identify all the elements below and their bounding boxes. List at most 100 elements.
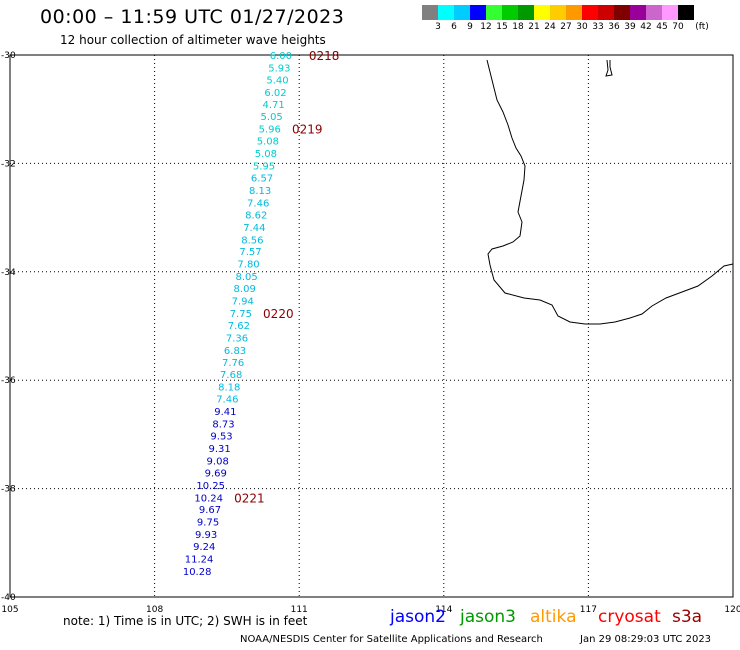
satellite-cryosat: cryosat <box>598 607 661 627</box>
legend-swatch <box>422 5 438 20</box>
legend-label: 45 <box>656 22 668 32</box>
wave-height-value: 9.41 <box>214 407 236 418</box>
legend-label: (ft) <box>695 22 709 32</box>
legend-label: 12 <box>480 22 492 32</box>
time-markers: 0218 0219 0220 0221 <box>234 49 339 505</box>
legend-label: 30 <box>576 22 588 32</box>
wave-height-value: 9.08 <box>207 456 229 467</box>
wave-height-value: 8.56 <box>241 235 263 246</box>
wave-height-value: 11.24 <box>185 555 214 566</box>
map-frame <box>9 54 734 598</box>
wave-height-value: 7.46 <box>247 198 269 209</box>
wave-height-value: 6.02 <box>264 88 286 99</box>
graticule <box>10 55 733 597</box>
inlet-path <box>605 59 613 77</box>
legend-swatch <box>534 5 550 20</box>
wave-height-value: 5.40 <box>266 75 288 86</box>
wave-height-value: 9.69 <box>205 468 227 479</box>
wave-height-value: 9.24 <box>193 542 215 553</box>
latitude-label: -36 <box>1 376 16 386</box>
color-scale-legend <box>422 5 694 20</box>
wave-height-value: 6.00 <box>270 51 292 62</box>
legend-swatch <box>518 5 534 20</box>
latitude-label: -34 <box>1 268 16 278</box>
wave-height-value: 10.28 <box>183 567 212 578</box>
longitude-label: 117 <box>580 605 597 615</box>
latitude-label: -32 <box>1 159 16 169</box>
wave-height-value: 7.46 <box>216 395 238 406</box>
wave-height-value: 8.62 <box>245 210 267 221</box>
time-marker: 0220 <box>263 307 294 321</box>
coastline-western-australia <box>486 59 734 325</box>
legend-swatch <box>438 5 454 20</box>
legend-label: 15 <box>496 22 508 32</box>
time-marker: 0218 <box>309 49 340 63</box>
legend-label: 39 <box>624 22 636 32</box>
time-marker: 0221 <box>234 491 265 505</box>
legend-swatch <box>454 5 470 20</box>
latitude-label: -38 <box>1 485 16 495</box>
legend-swatch <box>550 5 566 20</box>
wave-height-value: 7.80 <box>237 260 259 271</box>
wave-height-value: 5.96 <box>259 125 281 136</box>
wave-height-value: 7.76 <box>222 358 244 369</box>
legend-label: 27 <box>560 22 572 32</box>
longitude-label: 114 <box>435 605 452 615</box>
wave-height-value: 9.53 <box>210 431 232 442</box>
generation-timestamp: Jan 29 08:29:03 UTC 2023 <box>580 634 712 645</box>
wave-height-value: 9.93 <box>195 530 217 541</box>
wave-height-value: 4.71 <box>262 100 284 111</box>
legend-label: 21 <box>528 22 540 32</box>
wave-height-value: 7.57 <box>239 247 261 258</box>
legend-label: 18 <box>512 22 524 32</box>
latitude-labels: -30 -32 -34 -36 -38 -40 <box>1 51 16 603</box>
wave-height-value: 7.75 <box>230 309 252 320</box>
wave-height-value: 7.68 <box>220 370 242 381</box>
wave-height-value: 8.13 <box>249 186 271 197</box>
wave-height-observations: 6.005.935.406.024.715.055.965.085.085.95… <box>183 51 292 578</box>
longitude-label: 111 <box>291 605 308 615</box>
wave-height-value: 5.93 <box>268 63 290 74</box>
wave-height-value: 9.67 <box>199 505 221 516</box>
longitude-label: 105 <box>1 605 18 615</box>
satellite-jason2: jason2 <box>390 607 446 627</box>
legend-label: 6 <box>451 22 457 32</box>
credit-line: NOAA/NESDIS Center for Satellite Applica… <box>240 634 543 645</box>
map-title: 00:00 – 11:59 UTC 01/27/2023 <box>40 6 345 28</box>
wave-height-value: 9.31 <box>208 444 230 455</box>
legend-swatch <box>502 5 518 20</box>
wave-height-value: 8.05 <box>235 272 257 283</box>
legend-label: 9 <box>467 22 473 32</box>
satellite-s3a: s3a <box>672 607 703 627</box>
legend-swatch <box>662 5 678 20</box>
legend-swatch <box>646 5 662 20</box>
map-subtitle: 12 hour collection of altimeter wave hei… <box>60 33 326 47</box>
wave-height-value: 10.25 <box>196 481 225 492</box>
wave-height-value: 6.57 <box>251 173 273 184</box>
wave-height-value: 9.75 <box>197 518 219 529</box>
legend-swatch <box>470 5 486 20</box>
legend-swatch <box>614 5 630 20</box>
legend-label: 42 <box>640 22 652 32</box>
satellite-altika: altika <box>530 607 577 627</box>
legend-label: 24 <box>544 22 556 32</box>
legend-label: 33 <box>592 22 604 32</box>
longitude-label: 108 <box>146 605 163 615</box>
time-marker: 0219 <box>292 123 323 137</box>
wave-height-value: 5.95 <box>253 162 275 173</box>
latitude-label: -30 <box>1 51 16 61</box>
wave-height-value: 8.18 <box>218 383 240 394</box>
longitude-label: 120 <box>724 605 740 615</box>
wave-height-value: 8.09 <box>234 284 256 295</box>
legend-swatch <box>582 5 598 20</box>
legend-swatch <box>566 5 582 20</box>
legend-label: 36 <box>608 22 620 32</box>
legend-swatch <box>678 5 694 20</box>
legend-swatch <box>630 5 646 20</box>
wave-height-value: 8.73 <box>212 420 234 431</box>
wave-height-value: 5.08 <box>255 149 277 160</box>
coastline-path <box>486 59 734 325</box>
longitude-labels: 105 108 111 114 117 120 <box>1 605 740 615</box>
wave-height-value: 7.94 <box>232 297 254 308</box>
